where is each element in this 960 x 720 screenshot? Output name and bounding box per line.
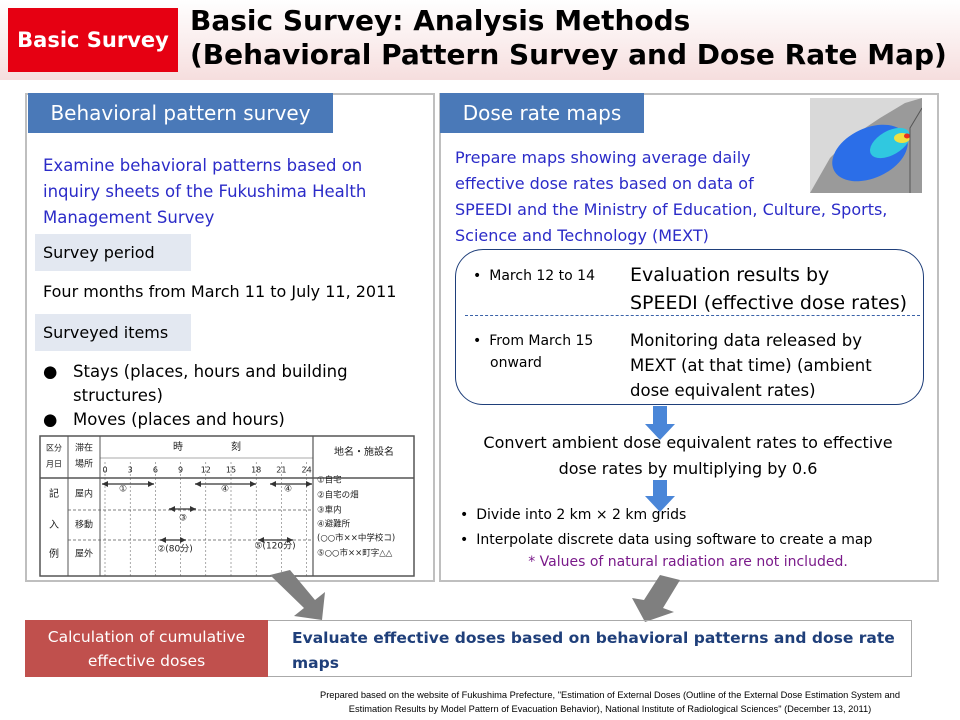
steps: • Divide into 2 km × 2 km grids • Interpol… (460, 503, 872, 553)
label-line: effective doses (87, 651, 206, 670)
form-text: 地名・施設名 (334, 445, 394, 458)
form-text: 21 (276, 466, 286, 475)
form-text: ④避難所 (317, 519, 351, 530)
form-text: 12 (201, 466, 211, 475)
title: Basic Survey: Analysis Methods (Behavior… (190, 4, 947, 72)
period-line: • From March 15 (473, 333, 594, 349)
form-text: 時 (173, 441, 183, 453)
form-text: 月日 (46, 460, 62, 469)
panel-heading: Dose rate maps (440, 93, 644, 133)
period: Four months from March 11 to July 11, 20… (43, 282, 397, 301)
form-text: ④ (284, 485, 292, 495)
form-text: 0 (102, 466, 107, 475)
form-text: ②(80分) (157, 544, 193, 555)
form-text: 例 (49, 547, 59, 560)
title-line: (Behavioral Pattern Survey and Dose Rate… (190, 38, 947, 71)
intro: Examine behavioral patterns based on inq… (43, 153, 366, 231)
intro-line: Prepare maps showing average daily (455, 148, 751, 167)
form-text: (○○市××中学校コ) (317, 533, 395, 544)
dose-map (810, 98, 922, 193)
conversion-line: dose rates by multiplying by 0.6 (558, 459, 818, 478)
intro-line: Examine behavioral patterns based on (43, 156, 363, 175)
item-list: ● Stays (places, hours and building struct… (43, 360, 348, 432)
intro: Prepare maps showing average daily effec… (455, 145, 887, 249)
form-text: 15 (226, 466, 236, 475)
conversion: Convert ambient dose equivalent rates to… (445, 430, 931, 482)
footer: Prepared based on the website of Fukushi… (270, 688, 950, 716)
item-line: Moves (places and hours) (73, 410, 285, 429)
intro-line: Management Survey (43, 208, 215, 227)
form-text: 6 (153, 466, 158, 475)
period-line: onward (490, 355, 542, 371)
form-text: 記 (49, 487, 59, 500)
footer-line: Prepared based on the website of Fukushi… (320, 690, 900, 700)
form-text: 屋内 (75, 488, 93, 500)
form-text: 滞在 (75, 442, 93, 454)
period: • March 12 to 14 (473, 265, 595, 287)
step: • Divide into 2 km × 2 km grids (460, 507, 687, 523)
intro-line: inquiry sheets of the Fukushima Health (43, 182, 367, 201)
section-label: Basic Survey (8, 8, 178, 72)
result-text: Evaluate effective doses based on behavi… (292, 629, 895, 672)
form-text: ③ (179, 514, 187, 524)
form-text: 9 (178, 466, 183, 475)
footer-line: Estimation Results by Model Pattern of E… (348, 704, 872, 714)
label-line: Calculation of cumulative (47, 627, 246, 646)
form-arrowhead (102, 481, 154, 487)
source-line: SPEEDI (effective dose rates) (630, 292, 908, 314)
form-arrowhead (160, 537, 186, 543)
form-text: 18 (251, 466, 261, 475)
form-text: 場所 (75, 458, 93, 470)
form-text: 屋外 (75, 548, 93, 560)
note: * Values of natural radiation are not in… (528, 554, 848, 570)
result-label: Calculation of cumulative effective dose… (25, 620, 268, 677)
step: • Interpolate discrete data using softwar… (460, 532, 873, 548)
panel-heading: Behavioral pattern survey (28, 93, 333, 133)
form-text: ②自宅の畑 (317, 490, 359, 501)
form-text: ⑤(120分) (254, 541, 295, 552)
form-text: 区分 (46, 444, 62, 453)
form-text: ①自宅 (317, 475, 342, 486)
title-line: Basic Survey: Analysis Methods (190, 4, 691, 37)
item: ● Moves (places and hours) (43, 408, 348, 432)
form-text: ③車内 (317, 505, 342, 516)
source-box (455, 249, 924, 405)
merge-arrows (270, 570, 680, 622)
form-text: 24 (302, 466, 312, 475)
item-line: structures) (73, 386, 163, 405)
result-box (268, 620, 912, 677)
conversion-line: Convert ambient dose equivalent rates to… (483, 433, 893, 452)
flow-arrows (645, 406, 675, 512)
period: • From March 15 onward (473, 330, 593, 374)
item-line: Stays (places, hours and building (73, 362, 348, 381)
form-text: ① (119, 485, 127, 495)
form-text: 移動 (75, 519, 93, 531)
item: ● Stays (places, hours and building struct… (43, 360, 348, 408)
source-line: Evaluation results by (630, 264, 830, 286)
divider (465, 315, 920, 316)
form-text: ⑤○○市××町字△△ (317, 548, 393, 559)
source-line: dose equivalent rates) (630, 381, 816, 400)
intro-line: Science and Technology (MEXT) (455, 226, 709, 245)
form-text: 3 (128, 466, 133, 475)
period-line: • March 12 to 14 (473, 268, 595, 284)
form-border (39, 435, 415, 577)
source: Monitoring data released by MEXT (at tha… (630, 328, 872, 403)
source-line: MEXT (at that time) (ambient (630, 356, 872, 375)
form-text: 入 (49, 520, 59, 531)
form-text: 刻 (231, 440, 241, 453)
source-line: Monitoring data released by (630, 331, 863, 350)
form-text: ④ (221, 485, 229, 495)
source: Evaluation results by SPEEDI (effective … (630, 261, 907, 317)
form-arrowhead (169, 506, 196, 512)
sub-heading: Survey period (35, 234, 191, 271)
intro-line: effective dose rates based on data of (455, 174, 754, 193)
sub-heading: Surveyed items (35, 314, 191, 351)
intro-line: SPEEDI and the Ministry of Education, Cu… (455, 200, 888, 219)
